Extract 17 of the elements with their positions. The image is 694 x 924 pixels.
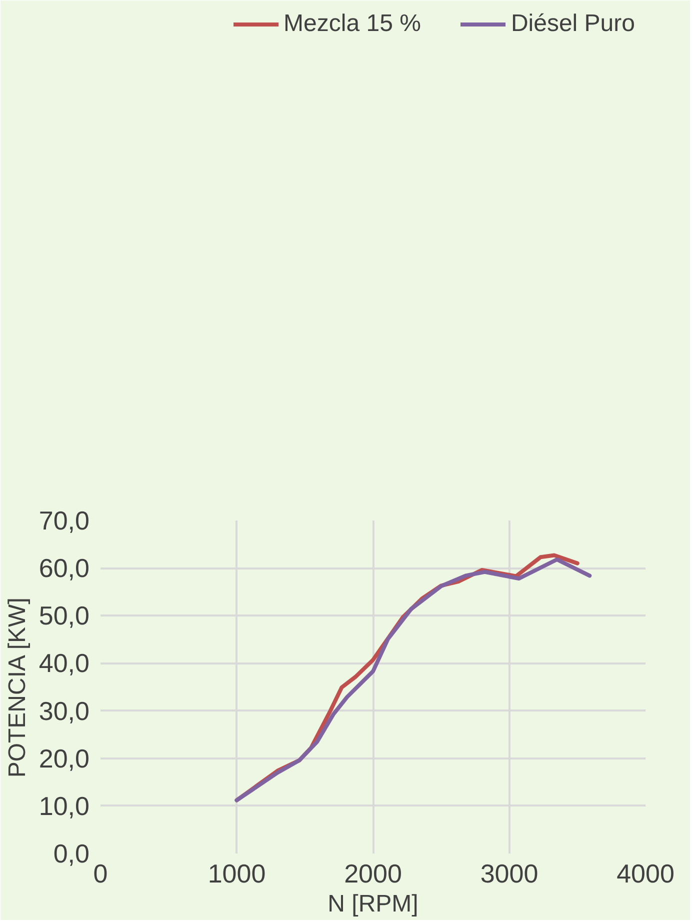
y-tick-label: 20,0 [38, 743, 90, 774]
y-tick-label: 0,0 [53, 838, 90, 868]
x-axis-title: N [RPM] [328, 890, 418, 918]
y-tick-label: 40,0 [38, 648, 90, 678]
y-tick-label: 30,0 [38, 696, 90, 726]
legend-label: Mezcla 15 % [284, 10, 421, 38]
y-axis-title: POTENCIA [KW] [4, 598, 31, 778]
y-tick-label: 10,0 [38, 790, 90, 821]
x-tick-label: 0 [93, 858, 108, 888]
y-tick-label: 50,0 [38, 600, 90, 631]
x-tick-label: 4000 [616, 858, 674, 888]
y-tick-label: 70,0 [38, 506, 90, 536]
y-tick-label: 60,0 [38, 553, 90, 584]
x-tick-label: 1000 [208, 858, 266, 888]
x-tick-label: 3000 [480, 858, 538, 888]
x-tick-label: 2000 [344, 858, 402, 888]
legend-label: Diésel Puro [510, 10, 635, 38]
